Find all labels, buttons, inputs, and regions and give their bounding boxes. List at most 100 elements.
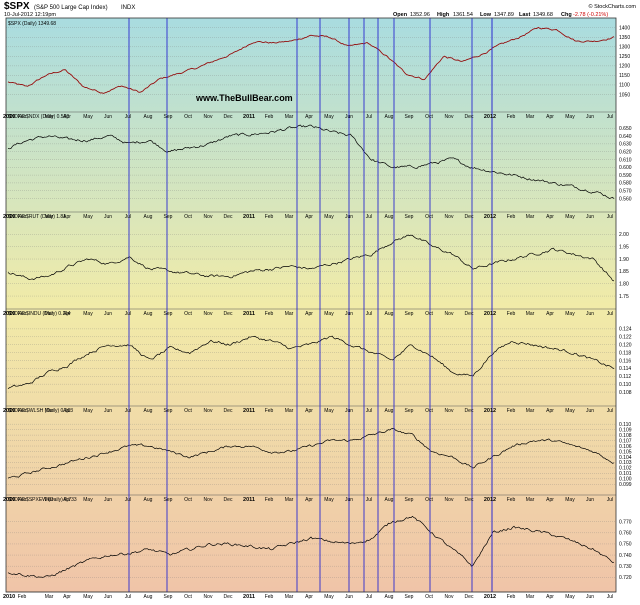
x-tick-label: Jun xyxy=(104,114,112,120)
open-value: 1352.96 xyxy=(410,12,430,18)
x-tick-label: Dec xyxy=(224,311,233,317)
x-year-label: 2010 xyxy=(3,408,15,414)
x-tick-label: Mar xyxy=(285,497,294,503)
y-tick-label: 0.720 xyxy=(619,575,632,581)
y-tick-label: 0.108 xyxy=(619,433,632,439)
x-tick-label: Feb xyxy=(507,311,516,317)
y-tick-label: 0.560 xyxy=(619,196,632,202)
y-tick-label: 1200 xyxy=(619,64,630,70)
y-tick-label: 0.118 xyxy=(619,350,631,356)
exchange-name: INDX xyxy=(121,5,135,11)
y-tick-label: 0.120 xyxy=(619,342,632,348)
x-tick-label: Nov xyxy=(204,594,213,600)
x-tick-label: Feb xyxy=(18,594,27,600)
x-tick-label: 2012 xyxy=(484,214,496,220)
y-tick-label: 2.00 xyxy=(619,232,629,238)
y-tick-label: 0.103 xyxy=(619,460,632,466)
x-tick-label: Jun xyxy=(586,311,594,317)
x-tick-label: Feb xyxy=(18,214,27,220)
x-tick-label: May xyxy=(83,408,93,414)
x-tick-label: Jul xyxy=(125,594,131,600)
x-tick-label: Oct xyxy=(425,408,433,414)
x-tick-label: Jul xyxy=(366,214,372,220)
y-tick-label: 1300 xyxy=(619,45,630,51)
x-year-label: 2010 xyxy=(3,214,15,220)
x-tick-label: Mar xyxy=(526,408,535,414)
x-tick-label: Aug xyxy=(144,408,153,414)
x-tick-label: Apr xyxy=(546,114,554,120)
x-tick-label: Aug xyxy=(385,311,394,317)
y-tick-label: 0.110 xyxy=(619,382,631,388)
x-tick-label: 2012 xyxy=(484,594,496,600)
x-year-label: 2010 xyxy=(3,114,15,120)
x-tick-label: Apr xyxy=(546,497,554,503)
x-tick-label: Jul xyxy=(366,594,372,600)
x-tick-label: Aug xyxy=(385,408,394,414)
x-tick-label: Apr xyxy=(63,311,71,317)
x-tick-label: Apr xyxy=(305,311,313,317)
x-tick-label: Aug xyxy=(144,214,153,220)
y-tick-label: 1250 xyxy=(619,54,630,60)
y-tick-label: 0.104 xyxy=(619,455,632,461)
x-tick-label: Sep xyxy=(405,114,414,120)
x-tick-label: Oct xyxy=(425,311,433,317)
x-tick-label: Feb xyxy=(265,408,274,414)
y-tick-label: 0.770 xyxy=(619,519,632,525)
x-tick-label: May xyxy=(565,497,575,503)
axis-layer: 2010 Feb Mar Apr May Jun Jul Aug Sep Oct Nov Dec 201… xyxy=(3,17,617,600)
x-tick-label: Dec xyxy=(465,311,474,317)
x-tick-label: Apr xyxy=(305,214,313,220)
x-tick-label: Nov xyxy=(445,311,454,317)
y-tick-label: 1100 xyxy=(619,83,630,89)
x-tick-label: Apr xyxy=(546,408,554,414)
x-tick-label: Apr xyxy=(63,408,71,414)
x-tick-label: Aug xyxy=(144,594,153,600)
x-tick-label: Sep xyxy=(164,497,173,503)
x-tick-label: Dec xyxy=(224,214,233,220)
x-tick-label: Mar xyxy=(45,214,54,220)
x-tick-label: Dec xyxy=(224,408,233,414)
panel-label: $NDXE:$RUT (Daily) 1.81 xyxy=(8,214,66,220)
x-tick-label: May xyxy=(324,311,334,317)
x-tick-label: Mar xyxy=(285,214,294,220)
x-tick-label: Mar xyxy=(526,114,535,120)
x-tick-label: Feb xyxy=(18,114,27,120)
x-tick-label: Mar xyxy=(45,594,54,600)
x-tick-label: Jul xyxy=(125,214,131,220)
x-tick-label: Apr xyxy=(305,408,313,414)
x-tick-label: Apr xyxy=(305,594,313,600)
x-tick-label: Nov xyxy=(445,214,454,220)
x-tick-label: Aug xyxy=(385,114,394,120)
x-tick-label: 2011 xyxy=(243,497,255,503)
x-tick-label: Jun xyxy=(345,408,353,414)
x-tick-label: May xyxy=(83,214,93,220)
plot-border xyxy=(5,17,617,593)
x-tick-label: Feb xyxy=(507,114,516,120)
x-tick-label: Mar xyxy=(45,497,54,503)
x-tick-label: 2011 xyxy=(243,311,255,317)
x-tick-label: Sep xyxy=(405,214,414,220)
low-label: Low xyxy=(480,12,492,18)
x-tick-label: Apr xyxy=(305,114,313,120)
panel-2: 1.75 1.80 1.85 1.90 1.95 2.00 $NDXE:$RUT (Dail… xyxy=(6,214,629,310)
x-tick-label: Feb xyxy=(507,408,516,414)
x-tick-label: Apr xyxy=(63,114,71,120)
x-tick-label: Sep xyxy=(164,214,173,220)
plot-background xyxy=(6,18,616,592)
y-tick-label: 0.099 xyxy=(619,482,632,488)
x-tick-label: Dec xyxy=(465,214,474,220)
y-tick-label: 0.630 xyxy=(619,142,632,148)
y-tick-label: 1.80 xyxy=(619,282,629,288)
series-line-3 xyxy=(7,335,615,389)
x-tick-label: Nov xyxy=(204,114,213,120)
x-tick-label: Jul xyxy=(607,408,613,414)
x-year-label: 2010 xyxy=(3,594,15,600)
x-tick-label: Jul xyxy=(607,214,613,220)
x-tick-label: Aug xyxy=(144,497,153,503)
date-text: 10-Jul-2012 12:19pm xyxy=(4,12,56,18)
high-value: 1361.54 xyxy=(453,12,473,18)
x-tick-label: Jun xyxy=(104,594,112,600)
x-tick-label: Aug xyxy=(144,114,153,120)
low-value: 1347.89 xyxy=(494,12,514,18)
x-tick-label: Apr xyxy=(63,594,71,600)
